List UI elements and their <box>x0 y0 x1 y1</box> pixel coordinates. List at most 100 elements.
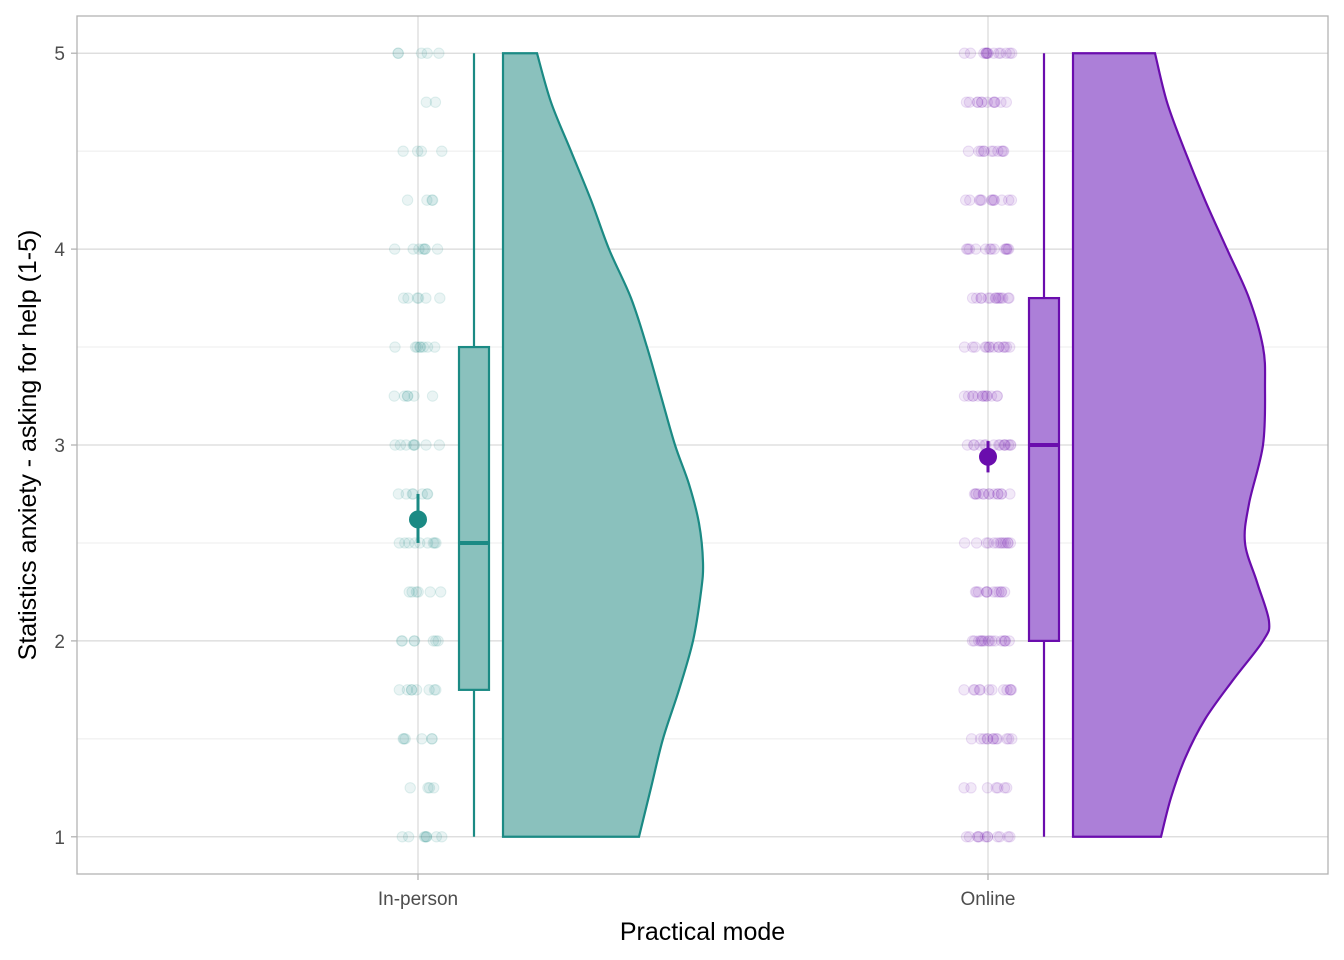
data-point <box>1002 439 1015 451</box>
data-point <box>426 390 439 402</box>
data-point <box>995 537 1008 549</box>
data-point <box>420 831 433 843</box>
data-point <box>410 684 423 696</box>
data-point <box>993 439 1005 451</box>
x-tick-label: In-person <box>378 889 458 910</box>
data-point <box>399 537 411 549</box>
data-point <box>1005 194 1018 206</box>
data-point <box>1003 292 1015 304</box>
data-point <box>397 292 410 304</box>
y-tick-label: 1 <box>54 828 65 849</box>
data-point <box>972 831 984 843</box>
data-point <box>990 292 1002 304</box>
data-point <box>402 831 415 843</box>
data-point <box>996 194 1008 206</box>
data-point <box>1002 292 1014 304</box>
data-point <box>1002 831 1014 843</box>
data-point <box>974 733 987 745</box>
data-point <box>968 439 980 451</box>
data-point <box>999 243 1011 255</box>
data-point <box>994 439 1006 451</box>
data-point <box>958 537 971 549</box>
data-point <box>999 635 1011 647</box>
data-point <box>430 537 442 549</box>
data-point <box>427 635 440 647</box>
data-point <box>427 537 440 549</box>
data-point <box>991 831 1004 843</box>
data-point <box>974 439 986 451</box>
data-point <box>986 684 998 696</box>
data-point <box>991 733 1004 745</box>
data-point <box>970 243 982 255</box>
data-point <box>403 537 415 549</box>
data-point <box>998 586 1011 598</box>
data-point <box>995 292 1007 304</box>
data-point <box>426 733 438 745</box>
data-point <box>994 537 1006 549</box>
data-point <box>972 586 985 598</box>
data-point <box>981 586 993 598</box>
data-point <box>428 537 441 549</box>
data-point <box>981 96 993 108</box>
data-point <box>984 341 996 353</box>
data-point <box>434 292 446 304</box>
data-point <box>1001 684 1013 696</box>
data-point <box>970 292 983 304</box>
data-point <box>970 488 982 500</box>
data-point <box>972 390 984 402</box>
data-point <box>973 635 985 647</box>
data-point <box>408 635 421 647</box>
data-point <box>998 439 1010 451</box>
data-point <box>988 243 1000 255</box>
data-point <box>1002 537 1014 549</box>
data-point <box>968 439 980 451</box>
y-tick-label: 4 <box>54 240 65 261</box>
data-point <box>958 782 970 794</box>
data-point <box>973 145 985 157</box>
data-point <box>1002 243 1015 255</box>
data-point <box>968 635 981 647</box>
data-point <box>964 194 976 206</box>
data-point <box>977 145 990 157</box>
data-point <box>1004 831 1016 843</box>
data-point <box>388 390 400 402</box>
data-point <box>979 243 992 255</box>
data-point <box>975 194 988 206</box>
data-point <box>976 390 989 402</box>
data-point <box>393 684 406 696</box>
data-point <box>970 537 983 549</box>
data-point <box>987 341 1000 353</box>
data-point <box>428 684 441 696</box>
data-point <box>989 635 1001 647</box>
data-point <box>408 439 421 451</box>
data-point <box>972 488 985 500</box>
data-point <box>983 488 995 500</box>
data-point <box>423 684 435 696</box>
data-point <box>983 635 996 647</box>
data-point <box>981 390 993 402</box>
data-point <box>958 390 971 402</box>
data-point <box>395 635 408 647</box>
data-point <box>958 341 971 353</box>
data-point <box>1005 684 1018 696</box>
data-point <box>1004 537 1017 549</box>
data-point <box>980 47 993 59</box>
data-point <box>985 390 998 402</box>
data-point <box>431 243 444 255</box>
data-point <box>995 488 1008 500</box>
data-point <box>988 194 1000 206</box>
box-iqr <box>457 345 491 691</box>
data-point <box>419 243 431 255</box>
data-point <box>977 488 989 500</box>
y-axis-title: Statistics anxiety - asking for help (1-… <box>14 230 42 661</box>
box-iqr <box>1027 296 1061 642</box>
data-point <box>1000 243 1013 255</box>
data-point <box>997 341 1010 353</box>
data-point <box>963 243 976 255</box>
data-point <box>414 341 426 353</box>
data-point <box>985 194 998 206</box>
data-point <box>1004 439 1017 451</box>
data-point <box>981 782 994 794</box>
data-point <box>421 537 434 549</box>
data-point <box>958 47 971 59</box>
